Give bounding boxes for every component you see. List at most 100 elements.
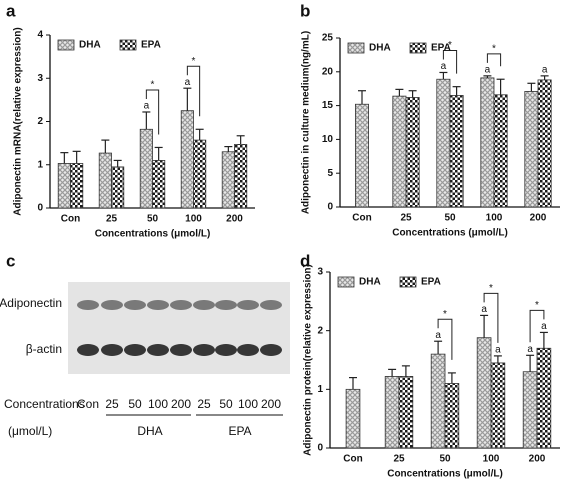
bar (345, 388, 361, 449)
x-tick-label: 100 (483, 454, 500, 465)
blot-lane-label: 50 (219, 397, 233, 411)
panel-label: d (300, 251, 310, 270)
blot-lane-label: 25 (197, 397, 211, 411)
x-tick-label: Con (61, 214, 80, 225)
blot-row-label: Adiponectin (0, 296, 62, 310)
legend-swatch (399, 276, 417, 288)
panel-label: a (6, 1, 16, 20)
significance-letter: a (541, 321, 547, 332)
legend-label: DHA (369, 43, 391, 54)
x-axis-label: Concentrations (μmol/L) (387, 469, 503, 480)
bar (193, 139, 207, 209)
legend-swatch (57, 39, 75, 51)
bar (493, 94, 508, 208)
y-axis-label: Adiponectin in culture medium(ng/mL) (301, 31, 312, 214)
y-axis-label: Adiponectin mRNA(relative expression) (13, 27, 24, 215)
significance-letter: a (485, 64, 491, 75)
legend-label: DHA (359, 277, 381, 288)
significance-bracket (145, 89, 160, 135)
x-axis-label: Concentrations (μmol/L) (95, 229, 211, 240)
bar (524, 91, 539, 208)
y-tick-label: 20 (322, 66, 334, 77)
blot-band (77, 300, 99, 310)
x-tick-label: 200 (529, 454, 546, 465)
y-tick-label: 25 (322, 33, 334, 44)
y-tick-label: 5 (327, 168, 333, 179)
x-tick-label: 200 (530, 213, 547, 224)
blot-lane-label: 100 (148, 397, 168, 411)
bar (354, 103, 369, 208)
blot-unit: (μmol/L) (8, 424, 52, 438)
x-tick-label: Con (352, 213, 371, 224)
blot-lane-label: 50 (128, 397, 142, 411)
legend-swatch (119, 39, 137, 51)
panel-label: c (6, 251, 15, 270)
x-axis-label: Concentrations (μmol/L) (392, 228, 508, 239)
y-axis-label: Adiponectin protein(relative expression) (303, 264, 314, 456)
x-tick-label: 100 (486, 213, 503, 224)
legend-swatch (337, 276, 355, 288)
y-tick-label: 0 (327, 202, 333, 213)
y-tick-label: 1 (317, 384, 323, 395)
blot-band (77, 344, 99, 356)
bar (405, 97, 420, 208)
bar (449, 95, 464, 208)
bar (384, 376, 400, 449)
blot-band (147, 344, 169, 356)
blot-band (170, 300, 192, 310)
blot-band (147, 300, 169, 310)
bar (476, 337, 492, 449)
blot-group: DHA (137, 424, 162, 438)
blot-lane-label: 200 (261, 397, 281, 411)
bar (57, 163, 71, 209)
bar (536, 347, 552, 449)
x-tick-label: 100 (185, 214, 202, 225)
blot-lane-label: Con (77, 397, 99, 411)
bar (537, 79, 552, 208)
x-tick-label: 25 (400, 213, 412, 224)
significance-letter: a (185, 77, 191, 88)
significance-star: * (535, 300, 539, 311)
bar (180, 110, 194, 209)
significance-letter: a (435, 330, 441, 341)
bar (152, 160, 166, 209)
x-tick-label: 50 (444, 213, 456, 224)
x-tick-label: 200 (226, 214, 243, 225)
bar (430, 353, 446, 449)
x-tick-label: 50 (147, 214, 159, 225)
x-tick-label: 25 (106, 214, 118, 225)
significance-bracket (437, 318, 453, 360)
bar (111, 166, 125, 209)
blot-lane-label: 25 (105, 397, 119, 411)
blot-band (260, 300, 282, 310)
significance-letter: a (495, 345, 501, 356)
y-tick-label: 1 (37, 159, 43, 170)
blot-group: EPA (228, 424, 251, 438)
significance-star: * (192, 56, 196, 67)
blot-band (215, 300, 237, 310)
bar (70, 163, 84, 209)
legend-label: EPA (421, 277, 441, 288)
legend-swatch (409, 42, 427, 54)
y-tick-label: 3 (317, 267, 323, 278)
y-tick-label: 2 (317, 325, 323, 336)
x-tick-label: 50 (439, 454, 451, 465)
legend-label: EPA (141, 40, 161, 51)
significance-letter: a (542, 64, 548, 75)
x-tick-label: Con (343, 454, 362, 465)
significance-star: * (151, 80, 155, 91)
blot-band (193, 300, 215, 310)
blot-membrane (68, 282, 290, 374)
blot-band (101, 300, 123, 310)
blot-row-label: β-actin (26, 342, 62, 356)
bar (221, 151, 235, 209)
bar (436, 78, 451, 208)
blot-axis-title: Concentrations (4, 397, 85, 411)
blot-band (170, 344, 192, 356)
significance-bracket (486, 53, 502, 67)
bar (490, 362, 506, 449)
blot-lane-label: 200 (171, 397, 191, 411)
significance-letter: a (144, 101, 150, 112)
y-tick-label: 15 (322, 100, 334, 111)
